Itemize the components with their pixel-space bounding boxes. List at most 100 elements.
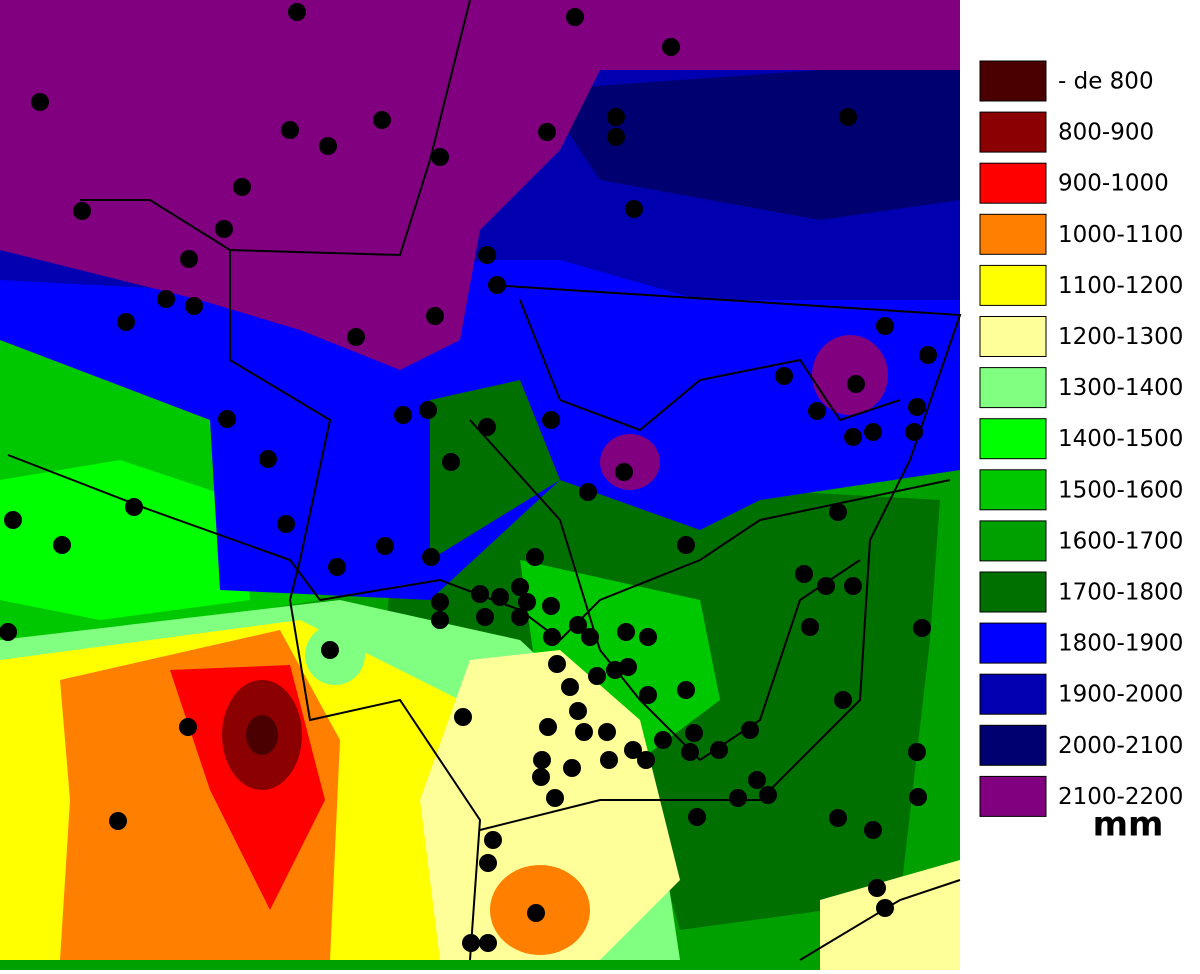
station-dot (431, 611, 449, 629)
station-dot (478, 418, 496, 436)
station-dot (876, 317, 894, 335)
station-dot (532, 768, 550, 786)
station-dot (546, 789, 564, 807)
station-dot (277, 515, 295, 533)
border (80, 199, 231, 251)
station-dot (431, 148, 449, 166)
station-dot (215, 220, 233, 238)
station-dot (864, 821, 882, 839)
legend-label: 1300-1400 (1058, 375, 1183, 401)
legend-swatch (979, 60, 1047, 102)
legend-label: 2100-2200 (1058, 784, 1183, 810)
station-dot (109, 812, 127, 830)
station-dot (347, 328, 365, 346)
station-dot (157, 290, 175, 308)
station-dot (775, 367, 793, 385)
zone (246, 715, 278, 755)
legend-label: 900-1000 (1058, 171, 1169, 197)
station-dot (829, 809, 847, 827)
station-dot (328, 558, 346, 576)
stations (0, 3, 937, 952)
station-dot (185, 297, 203, 315)
station-dot (625, 200, 643, 218)
station-dot (905, 423, 923, 441)
station-dot (476, 608, 494, 626)
station-dot (639, 686, 657, 704)
legend-swatch (979, 520, 1047, 562)
legend-swatch (979, 724, 1047, 766)
station-dot (73, 202, 91, 220)
station-dot (548, 655, 566, 673)
zone (0, 0, 960, 370)
station-dot (0, 623, 17, 641)
border (229, 0, 471, 257)
station-dot (422, 548, 440, 566)
station-dot (834, 691, 852, 709)
station-dot (288, 3, 306, 21)
station-dot (511, 578, 529, 596)
legend-swatch (979, 622, 1047, 664)
station-dot (617, 623, 635, 641)
station-dot (462, 934, 480, 952)
station-dot (321, 641, 339, 659)
legend-label: 1400-1500 (1058, 426, 1183, 452)
station-dot (542, 411, 560, 429)
station-dot (600, 751, 618, 769)
station-dot (479, 854, 497, 872)
station-dot (844, 428, 862, 446)
station-dot (615, 463, 633, 481)
station-dot (801, 618, 819, 636)
station-dot (527, 904, 545, 922)
legend-label: 1100-1200 (1058, 273, 1183, 299)
border (799, 879, 961, 961)
legend-label: 1500-1600 (1058, 477, 1183, 503)
station-dot (373, 111, 391, 129)
legend-label: 1900-2000 (1058, 682, 1183, 708)
station-dot (817, 577, 835, 595)
station-dot (681, 743, 699, 761)
legend-swatch (979, 264, 1047, 306)
station-dot (909, 788, 927, 806)
station-dot (569, 616, 587, 634)
station-dot (431, 593, 449, 611)
station-dot (426, 307, 444, 325)
station-dot (53, 536, 71, 554)
station-dot (419, 401, 437, 419)
station-dot (179, 718, 197, 736)
station-dot (394, 406, 412, 424)
station-dot (511, 608, 529, 626)
station-dot (876, 899, 894, 917)
station-dot (542, 597, 560, 615)
station-dot (688, 808, 706, 826)
station-dot (637, 751, 655, 769)
legend: - de 800 800-900 900-1000 1000-1100 1100-120… (979, 60, 1183, 817)
legend-label: 1600-1700 (1058, 528, 1183, 554)
station-dot (908, 743, 926, 761)
legend-swatch (979, 775, 1047, 817)
station-dot (454, 708, 472, 726)
zone (540, 60, 960, 220)
station-dot (575, 723, 593, 741)
station-dot (847, 375, 865, 393)
station-dot (607, 128, 625, 146)
legend-label: 1800-1900 (1058, 631, 1183, 657)
station-dot (319, 137, 337, 155)
station-dot (829, 503, 847, 521)
station-dot (543, 628, 561, 646)
station-dot (563, 759, 581, 777)
station-dot (598, 723, 616, 741)
legend-swatch (979, 673, 1047, 715)
station-dot (710, 741, 728, 759)
border (479, 284, 962, 831)
station-dot (864, 423, 882, 441)
legend-swatch (979, 571, 1047, 613)
station-dot (868, 879, 886, 897)
station-dot (281, 121, 299, 139)
station-dot (741, 721, 759, 739)
station-dot (654, 731, 672, 749)
legend-swatch (979, 367, 1047, 409)
station-dot (729, 789, 747, 807)
station-dot (759, 786, 777, 804)
